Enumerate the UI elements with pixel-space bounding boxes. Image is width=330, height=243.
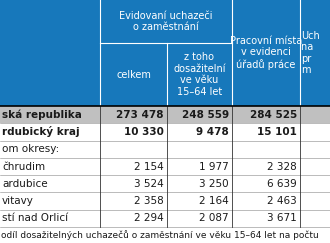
Text: vitavy: vitavy (2, 196, 34, 206)
Text: om okresy:: om okresy: (2, 144, 59, 154)
Bar (0, 106, 330, 123)
Text: 273 478: 273 478 (116, 110, 164, 120)
Text: z toho
dosažitelní
ve věku
15–64 let: z toho dosažitelní ve věku 15–64 let (173, 52, 226, 97)
Bar (0, 0, 100, 106)
Text: 10 330: 10 330 (124, 127, 164, 137)
Bar (0, 210, 330, 227)
Text: rdubický kraj: rdubický kraj (2, 126, 80, 138)
Text: 248 559: 248 559 (182, 110, 229, 120)
Text: 2 154: 2 154 (134, 162, 164, 172)
Text: 3 250: 3 250 (199, 179, 229, 189)
Text: ardubice: ardubice (2, 179, 48, 189)
Text: 3 671: 3 671 (267, 213, 297, 223)
Text: 15 101: 15 101 (257, 127, 297, 137)
Text: 2 294: 2 294 (134, 213, 164, 223)
Bar (0, 158, 330, 175)
Text: stí nad Orlicí: stí nad Orlicí (2, 213, 68, 223)
Text: 2 463: 2 463 (267, 196, 297, 206)
Text: Evidovaní uchazeči
o zaměstnání: Evidovaní uchazeči o zaměstnání (119, 11, 213, 32)
Bar (100, 0, 330, 106)
Bar (0, 192, 330, 210)
Text: 2 358: 2 358 (134, 196, 164, 206)
Text: Uch
na 
pr
m: Uch na pr m (301, 31, 320, 75)
Text: 284 525: 284 525 (250, 110, 297, 120)
Text: ská republika: ská republika (2, 109, 82, 120)
Bar (0, 175, 330, 192)
Text: Pracovní místa
v evidenci
úřadů práce: Pracovní místa v evidenci úřadů práce (230, 36, 302, 70)
Text: 9 478: 9 478 (196, 127, 229, 137)
Text: odíl dosažitelných uchazečů o zaměstnání ve věku 15–64 let na počtu: odíl dosažitelných uchazečů o zaměstnání… (1, 230, 319, 240)
Text: 2 328: 2 328 (267, 162, 297, 172)
Text: 2 164: 2 164 (199, 196, 229, 206)
Text: 3 524: 3 524 (134, 179, 164, 189)
Text: čhrudim: čhrudim (2, 162, 45, 172)
Bar (0, 140, 330, 158)
Text: 1 977: 1 977 (199, 162, 229, 172)
Text: celkem: celkem (116, 69, 151, 79)
Text: 6 639: 6 639 (267, 179, 297, 189)
Text: 2 087: 2 087 (199, 213, 229, 223)
Bar (0, 123, 330, 140)
